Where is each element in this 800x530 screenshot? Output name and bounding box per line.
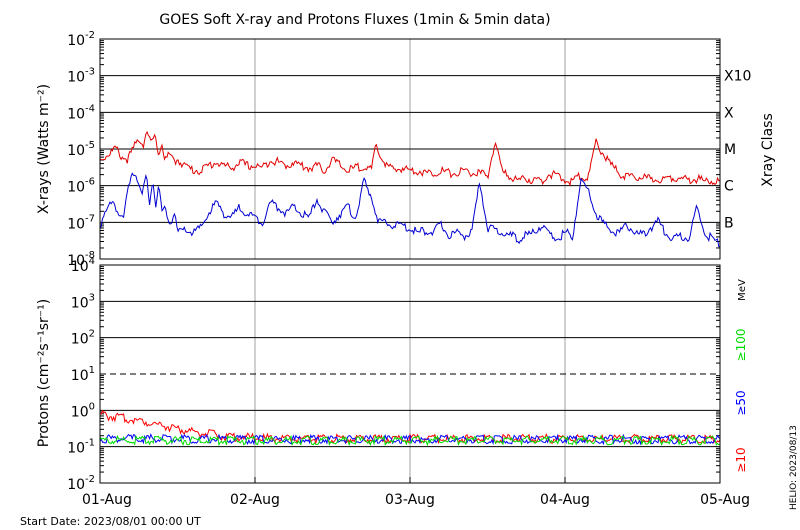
xray-class-label: B [724,215,734,231]
credit-label: HELIO: 2023/08/13 [789,425,799,510]
x-tick-label: 01-Aug [82,492,132,508]
y-tick-exponent: -8 [85,250,95,261]
series-line [99,409,721,445]
y-tick-exponent: -2 [85,474,95,485]
xray-class-label: C [724,179,734,195]
x-tick-label: 03-Aug [385,492,435,508]
energy-channel-label: ≥50 [734,390,748,415]
y-tick-exponent: -3 [85,67,95,78]
y-tick-exponent: 1 [89,365,95,376]
y-tick-exponent: 4 [89,256,95,267]
protons-y-axis-label: Protons (cm⁻²s⁻¹sr⁻¹) [36,299,52,448]
x-tick-label: 05-Aug [700,492,750,508]
protons-grid [100,265,720,483]
xray-class-axis-label: Xray Class [760,113,776,187]
energy-channel-label: ≥100 [734,329,748,362]
energy-unit-label: MeV [737,279,748,301]
series-line [99,432,721,446]
x-tick-label: 02-Aug [230,492,280,508]
xray-class-label: M [724,142,736,158]
x-axis-tick-labels: 01-Aug 02-Aug 03-Aug 04-Aug 05-Aug [82,477,750,508]
start-date-label: Start Date: 2023/08/01 00:00 UT [20,515,201,528]
xray-class-label: X [724,105,734,121]
y-tick-exponent: -4 [85,103,95,114]
series-line [99,172,721,248]
y-tick-exponent: -2 [85,30,95,41]
xray-grid [100,39,720,259]
y-tick-exponent: -7 [85,213,95,224]
y-tick-exponent: -6 [85,177,95,188]
y-tick-exponent: 2 [89,329,95,340]
y-tick-exponent: -5 [85,140,95,151]
energy-channel-labels: ≥100 ≥50 ≥10 [734,329,748,473]
xray-class-label: X10 [724,69,751,85]
series-line [99,434,721,447]
xray-class-labels: B C M X X10 [724,69,751,232]
y-tick-exponent: 0 [89,401,95,412]
y-tick-exponent: -1 [85,438,95,449]
chart-title: GOES Soft X-ray and Protons Fluxes (1min… [159,12,550,28]
energy-channel-label: ≥10 [734,447,748,472]
y-tick-exponent: 3 [89,292,95,303]
xray-plot-frame [99,38,721,260]
xray-series-group [99,130,721,248]
series-line [99,130,721,187]
protons-series-group [99,409,721,447]
xray-y-axis-label: X-rays (Watts m⁻²) [36,84,52,214]
x-tick-label: 04-Aug [540,492,590,508]
